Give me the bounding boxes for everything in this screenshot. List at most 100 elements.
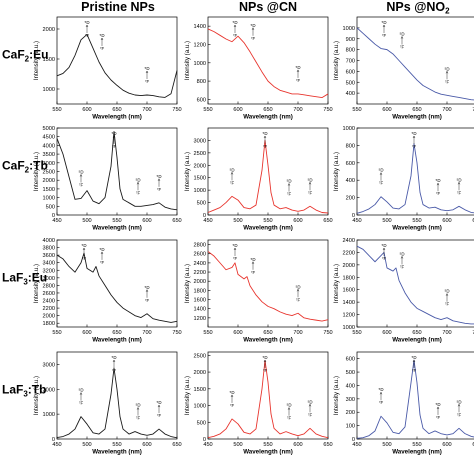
y-tick-label: 3000 (194, 138, 206, 144)
x-tick-label: 600 (442, 442, 451, 448)
svg-text:⁷F: ⁷F (263, 368, 268, 373)
y-axis-label: Intensity (a.u.) (184, 41, 191, 80)
y-tick-label: 1000 (43, 196, 55, 202)
x-tick-label: 650 (112, 107, 121, 113)
x-tick-label: 750 (472, 330, 474, 336)
svg-text:⁷F: ⁷F (412, 144, 417, 149)
spectrum-line (207, 359, 329, 439)
x-axis-label: Wavelength (nm) (243, 449, 293, 456)
x-tick-label: 550 (203, 107, 212, 113)
y-axis-label: Intensity (a.u.) (333, 376, 340, 415)
transition-annotation: ⁵D ⁷F (251, 23, 256, 41)
plot-frame (207, 351, 329, 440)
y-axis-label: Intensity (a.u.) (33, 152, 40, 191)
y-tick-label: 1800 (343, 275, 355, 281)
svg-text:⁷F: ⁷F (287, 416, 292, 421)
svg-text:⁵D: ⁵D (379, 387, 384, 392)
y-tick-label: 1000 (43, 412, 55, 418)
spectrum-line (356, 245, 474, 325)
x-tick-label: 600 (293, 218, 302, 224)
y-tick-label: 1200 (194, 42, 206, 48)
svg-text:⁷F: ⁷F (85, 33, 90, 38)
spectrum-line (207, 28, 329, 99)
transition-annotation: ⁵D ⁷F (79, 388, 84, 406)
svg-text:⁷F: ⁷F (400, 264, 405, 269)
svg-text:⁷F: ⁷F (233, 33, 238, 38)
column-title: NPs @NO2 (386, 0, 450, 16)
transition-annotation: ⁵D ⁷F (230, 167, 235, 185)
svg-text:⁵D: ⁵D (412, 355, 417, 360)
y-tick-label: 2500 (43, 170, 55, 176)
x-tick-label: 750 (172, 107, 181, 113)
svg-text:⁵D: ⁵D (251, 23, 256, 28)
svg-text:⁷F: ⁷F (379, 400, 384, 405)
y-tick-label: 2000 (43, 27, 55, 33)
x-tick-label: 600 (233, 330, 242, 336)
svg-text:⁵D: ⁵D (263, 355, 268, 360)
x-tick-label: 600 (233, 107, 242, 113)
y-tick-label: 3200 (43, 268, 55, 274)
y-tick-label: 1000 (43, 87, 55, 93)
x-tick-label: 700 (142, 330, 151, 336)
svg-text:⁷F: ⁷F (136, 416, 141, 421)
x-tick-label: 600 (382, 330, 391, 336)
y-tick-label: 2000 (343, 263, 355, 269)
svg-text:⁷F: ⁷F (308, 190, 313, 195)
y-tick-label: 2000 (194, 370, 206, 376)
y-tick-label: 600 (346, 161, 355, 167)
svg-text:⁵D: ⁵D (112, 355, 117, 360)
y-tick-label: 0 (52, 437, 55, 443)
x-tick-label: 750 (472, 107, 474, 113)
transition-annotation: ⁵D ⁷F (457, 399, 462, 417)
x-tick-label: 750 (323, 107, 332, 113)
svg-text:⁷F: ⁷F (263, 144, 268, 149)
svg-text:⁷F: ⁷F (457, 412, 462, 417)
x-tick-label: 750 (172, 330, 181, 336)
x-tick-label: 450 (352, 442, 361, 448)
spectrum-line (56, 33, 178, 98)
y-tick-label: 1400 (194, 24, 206, 30)
x-tick-label: 550 (352, 330, 361, 336)
plot-frame (56, 351, 178, 440)
y-tick-label: 100 (346, 424, 355, 430)
transition-annotation: ⁵D ⁷F (82, 243, 87, 261)
svg-text:⁷F: ⁷F (230, 403, 235, 408)
x-tick-label: 650 (323, 442, 332, 448)
y-tick-label: 2000 (43, 314, 55, 320)
transition-annotation: ⁵D ⁷F (296, 65, 301, 83)
y-tick-label: 1600 (343, 288, 355, 294)
svg-text:⁷F: ⁷F (100, 260, 105, 265)
transition-annotation: ⁵D ⁷F (379, 387, 384, 405)
x-tick-label: 700 (293, 107, 302, 113)
x-tick-label: 700 (293, 330, 302, 336)
x-tick-label: 450 (203, 218, 212, 224)
svg-text:⁵D: ⁵D (100, 247, 105, 252)
x-tick-label: 600 (82, 107, 91, 113)
x-tick-label: 650 (172, 218, 181, 224)
spectrum-line (207, 139, 329, 214)
spectrum-panel: 450 500 550 600 650 0 500 1000 1500 2000 2500 3000 W… (184, 127, 333, 232)
svg-text:⁵D: ⁵D (308, 177, 313, 182)
svg-text:⁷F: ⁷F (436, 415, 441, 420)
x-tick-label: 550 (52, 107, 61, 113)
svg-text:⁷F: ⁷F (251, 36, 256, 41)
svg-text:⁵D: ⁵D (79, 388, 84, 393)
x-tick-label: 450 (352, 218, 361, 224)
plot-frame (356, 239, 474, 328)
svg-text:⁷F: ⁷F (296, 78, 301, 83)
y-tick-label: 0 (52, 213, 55, 219)
svg-text:⁵D: ⁵D (157, 174, 162, 179)
y-tick-label: 500 (346, 80, 355, 86)
y-axis-label: Intensity (a.u.) (333, 152, 340, 191)
spectrum-panel: 450 500 550 600 650 0 500 1000 1500 2000 2500 Wavel… (184, 351, 333, 456)
svg-text:⁷F: ⁷F (382, 256, 387, 261)
svg-text:⁷F: ⁷F (457, 190, 462, 195)
spectrum-panel: 450 500 550 600 650 0 200 400 600 800 1000 Waveleng… (333, 126, 474, 232)
transition-annotation: ⁵D ⁷F (112, 131, 117, 149)
transition-annotation: ⁵D ⁷F (412, 355, 417, 373)
transition-annotation: ⁵D ⁷F (400, 251, 405, 269)
x-tick-label: 500 (233, 218, 242, 224)
y-tick-label: 2400 (43, 299, 55, 305)
y-tick-label: 200 (346, 196, 355, 202)
plot-frame (56, 16, 178, 105)
